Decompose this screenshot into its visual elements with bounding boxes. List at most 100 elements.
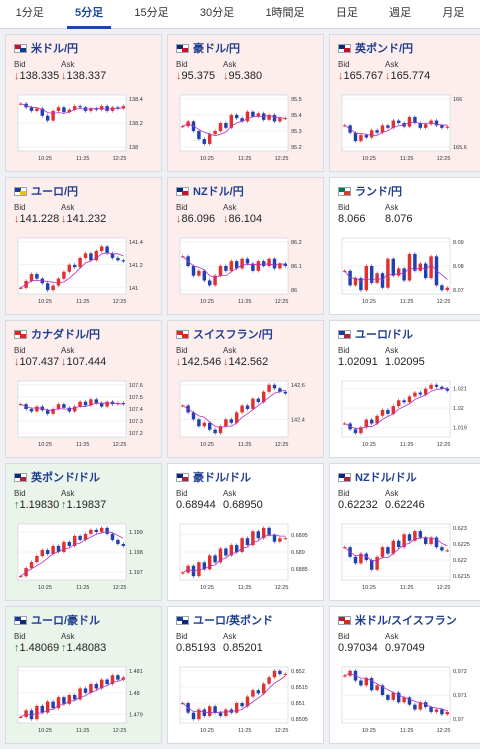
rate-card[interactable]: ユーロ/豪ドル Bid Ask ↑1.48069 ↑1.48083 1.481 1… (5, 606, 162, 744)
ask-value: ↓142.562 (223, 356, 269, 368)
candlestick-chart[interactable]: 8.09 8.08 8.07 10:25 11:25 12:25 (336, 232, 480, 310)
candle (202, 709, 207, 716)
pair-name[interactable]: 豪ドル/円 (193, 43, 241, 55)
ask-label: Ask (61, 346, 75, 355)
x-tick-label: 12:25 (275, 299, 289, 305)
pair-name[interactable]: ユーロ/ドル (355, 329, 414, 341)
pair-name[interactable]: 豪ドル/ドル (193, 472, 252, 484)
x-tick-label: 12:25 (437, 585, 451, 591)
candlestick-chart[interactable]: 142.6 142.4 10:25 11:25 12:25 (174, 375, 319, 453)
y-tick-label: 166 (453, 97, 462, 103)
moving-average-line (182, 256, 286, 279)
rate-card[interactable]: ランド/円 Bid Ask 8.066 8.076 8.09 8.08 8.07 10… (329, 177, 480, 315)
tab-2[interactable]: 15分足 (134, 7, 169, 19)
rate-card[interactable]: NZドル/円 Bid Ask ↓86.096 ↓86.104 86.2 86.1 8… (167, 177, 324, 315)
x-tick-label: 12:25 (275, 442, 289, 448)
candle (94, 251, 99, 261)
rate-card[interactable]: 豪ドル/ドル Bid Ask 0.68944 0.68950 0.6895 0.6… (167, 463, 324, 601)
rate-card[interactable]: ユーロ/円 Bid Ask ↓141.228 ↓141.232 141.4 141… (5, 177, 162, 315)
candle (94, 684, 99, 689)
x-tick-label: 12:25 (437, 728, 451, 734)
candle (375, 415, 379, 424)
candlestick-chart[interactable]: 95.5 95.4 95.3 95.2 10:25 11:25 12:25 (174, 89, 319, 167)
pair-name[interactable]: 米ドル/円 (31, 43, 79, 55)
tab-1[interactable]: 5分足 (59, 0, 118, 29)
candle (202, 139, 207, 144)
candle (240, 118, 244, 122)
pair-name[interactable]: ユーロ/豪ドル (31, 615, 101, 627)
candlestick-chart[interactable]: 1.021 1.02 1.019 10:25 11:25 12:25 (336, 375, 480, 453)
candle (180, 405, 185, 407)
candlestick-chart[interactable]: 0.6895 0.689 0.6885 10:25 11:25 12:25 (174, 518, 319, 596)
down-arrow-icon: ↓ (176, 213, 182, 225)
country-flag-icon (338, 43, 351, 53)
candle (353, 132, 358, 142)
candle (245, 258, 250, 264)
candle (105, 679, 109, 685)
candle (116, 675, 120, 680)
candle (402, 400, 406, 403)
candle (224, 709, 228, 716)
pair-name[interactable]: 英ポンド/ドル (31, 472, 101, 484)
candle (121, 543, 126, 546)
x-tick-label: 10:25 (200, 156, 214, 162)
candlestick-chart[interactable]: 138.4 138.2 138 10:25 11:25 12:25 (12, 89, 157, 167)
candle (391, 692, 396, 700)
pair-name[interactable]: ユーロ/英ポンド (193, 615, 274, 627)
candlestick-chart[interactable]: 0.852 0.8515 0.851 0.8505 10:25 11:25 12:25 (174, 661, 319, 739)
rate-card[interactable]: 英ポンド/円 Bid Ask ↓165.767 ↓165.774 166 165.… (329, 34, 480, 172)
rate-card[interactable]: 米ドル/円 Bid Ask ↓138.335 ↓138.337 138.4 138… (5, 34, 162, 172)
rate-card[interactable]: ユーロ/英ポンド Bid Ask 0.85193 0.85201 0.852 0.… (167, 606, 324, 744)
y-tick-label: 0.8515 (291, 685, 308, 691)
y-tick-label: 141.4 (129, 240, 143, 246)
pair-name[interactable]: ユーロ/円 (31, 186, 79, 198)
candle (391, 540, 396, 554)
pair-name[interactable]: カナダドル/円 (31, 329, 101, 341)
up-arrow-icon: ↑ (14, 642, 20, 654)
pair-name[interactable]: 英ポンド/円 (355, 43, 414, 55)
rate-card[interactable]: 豪ドル/円 Bid Ask ↓95.375 ↓95.380 95.5 95.4 95… (167, 34, 324, 172)
candlestick-chart[interactable]: 0.972 0.971 0.97 10:25 11:25 12:25 (336, 661, 480, 739)
rate-card[interactable]: ユーロ/ドル Bid Ask 1.02091 1.02095 1.021 1.02… (329, 320, 480, 458)
pair-name[interactable]: ランド/円 (355, 186, 403, 198)
pair-name[interactable]: 米ドル/スイスフラン (355, 615, 457, 627)
candlestick-chart[interactable]: 107.6 107.5 107.4 107.3 107.2 10:25 11:25 12:25 (12, 375, 157, 453)
tab-5[interactable]: 日足 (335, 7, 358, 19)
tab-6[interactable]: 週足 (389, 7, 412, 19)
pair-name[interactable]: NZドル/ドル (355, 472, 417, 484)
rate-card[interactable]: NZドル/ドル Bid Ask 0.62232 0.62246 0.623 0.6… (329, 463, 480, 601)
ask-value: 1.02095 (385, 356, 425, 368)
candle (240, 258, 244, 269)
rate-card[interactable]: スイスフラン/円 Bid Ask ↓142.546 ↓142.562 142.6… (167, 320, 324, 458)
ask-label: Ask (223, 489, 237, 498)
candle (99, 402, 104, 407)
candlestick-chart[interactable]: 1.199 1.198 1.197 10:25 11:25 12:25 (12, 518, 157, 596)
candle (423, 263, 428, 279)
x-tick-label: 11:25 (238, 299, 251, 305)
candle (256, 261, 261, 271)
rate-card[interactable]: 英ポンド/ドル Bid Ask ↑1.19830 ↑1.19837 1.199 1… (5, 463, 162, 601)
ask-label: Ask (61, 632, 75, 641)
tab-0[interactable]: 1分足 (15, 7, 44, 19)
candle (396, 692, 401, 703)
tab-3[interactable]: 30分足 (199, 7, 235, 19)
plot-area (179, 666, 289, 724)
candlestick-chart[interactable]: 166 165.6 10:25 11:25 12:25 (336, 89, 480, 167)
candle (99, 679, 104, 689)
candle (386, 695, 390, 700)
candlestick-chart[interactable]: 86.2 86.1 86 10:25 11:25 12:25 (174, 232, 319, 310)
ask-value: 0.97049 (385, 642, 425, 654)
candle (342, 675, 347, 677)
candlestick-chart[interactable]: 1.481 1.48 1.479 10:25 11:25 12:25 (12, 661, 157, 739)
rate-card[interactable]: 米ドル/スイスフラン Bid Ask 0.97034 0.97049 0.972… (329, 606, 480, 744)
tab-4[interactable]: 1時間足 (265, 7, 305, 19)
candlestick-chart[interactable]: 141.4 141.2 141 10:25 11:25 12:25 (12, 232, 157, 310)
pair-name[interactable]: スイスフラン/円 (193, 329, 273, 341)
candle (197, 131, 201, 140)
y-tick-label: 0.8505 (291, 717, 308, 723)
rate-card[interactable]: カナダドル/円 Bid Ask ↓107.437 ↓107.444 107.6 1… (5, 320, 162, 458)
candle (251, 690, 255, 697)
candlestick-chart[interactable]: 0.623 0.6225 0.622 0.6215 10:25 11:25 12:25 (336, 518, 480, 596)
tab-7[interactable]: 月足 (442, 7, 465, 19)
pair-name[interactable]: NZドル/円 (193, 186, 244, 198)
